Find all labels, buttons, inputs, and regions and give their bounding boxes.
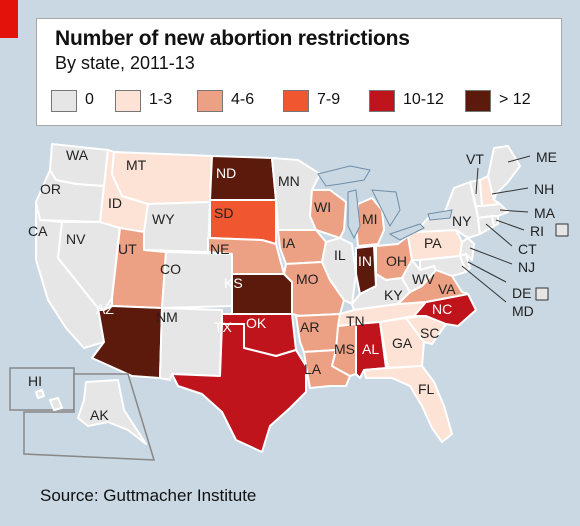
legend-label-1: 1-3 — [149, 91, 173, 108]
label-GA: GA — [392, 335, 413, 351]
legend-swatch-1 — [115, 90, 141, 112]
hawaii-inset-box — [9, 367, 75, 411]
label-MD: MD — [512, 303, 534, 319]
label-NE: NE — [210, 241, 230, 257]
leader-MD — [461, 265, 507, 303]
label-MO: MO — [296, 271, 319, 287]
label-DE: DE — [512, 285, 532, 301]
state-NH — [479, 175, 501, 207]
label-VA: VA — [438, 281, 456, 297]
label-AL: AL — [362, 341, 380, 357]
leader-ME — [507, 155, 531, 163]
legend-swatch-5 — [465, 90, 491, 112]
label-OR: OR — [40, 181, 61, 197]
label-WV: WV — [412, 271, 435, 287]
state-GA — [379, 317, 425, 369]
state-NY — [415, 181, 481, 239]
label-HI: HI — [28, 373, 42, 389]
legend-swatch-2 — [197, 90, 223, 112]
leader-RI — [495, 219, 525, 231]
us-map: WA OR CA NV ID MT WY UT CO AZ NM ND SD N… — [0, 130, 580, 470]
legend-label-0: 0 — [85, 91, 94, 108]
lake-superior — [317, 165, 371, 187]
chart-subtitle: By state, 2011-13 — [55, 53, 195, 73]
legend-label-2: 4-6 — [231, 91, 255, 108]
state-AK — [77, 379, 147, 445]
state-RI — [491, 215, 499, 227]
label-WY: WY — [152, 211, 175, 227]
label-SC: SC — [420, 325, 440, 341]
label-PA: PA — [424, 235, 442, 251]
label-MI: MI — [362, 211, 378, 227]
label-ND: ND — [216, 165, 237, 181]
state-WI — [309, 189, 347, 239]
state-WY — [143, 201, 211, 253]
legend-swatch-0 — [51, 90, 77, 112]
label-CT: CT — [518, 241, 537, 257]
label-TX: TX — [214, 319, 232, 335]
state-NJ — [459, 237, 475, 261]
label-AR: AR — [300, 319, 320, 335]
label-IA: IA — [282, 235, 296, 251]
label-NY: NY — [452, 213, 472, 229]
source-note: Source: Guttmacher Institute — [40, 486, 257, 505]
label-VT: VT — [466, 151, 484, 167]
label-NH: NH — [534, 181, 555, 197]
state-HI-island — [49, 397, 63, 411]
map-svg — [9, 143, 569, 461]
legend-label-3: 7-9 — [317, 91, 341, 108]
legend-swatch-4 — [369, 90, 395, 112]
state-HI — [35, 389, 45, 399]
title-box: Number of new abortion restrictions By s… — [36, 18, 562, 126]
label-AK: AK — [90, 407, 109, 423]
label-UT: UT — [118, 241, 137, 257]
label-MN: MN — [278, 173, 300, 189]
chart-title: Number of new abortion restrictions — [55, 27, 410, 50]
legend-label-5: > 12 — [499, 91, 531, 108]
label-NJ: NJ — [518, 259, 536, 275]
leader-NH — [491, 187, 529, 195]
label-KS: KS — [224, 275, 243, 291]
legend-label-4: 10-12 — [403, 91, 444, 108]
ri-box — [555, 223, 569, 237]
label-MT: MT — [126, 157, 147, 173]
leader-DE — [467, 261, 507, 283]
legend-swatch-3 — [283, 90, 309, 112]
label-FL: FL — [418, 381, 435, 397]
lake-huron — [371, 189, 401, 228]
label-MS: MS — [334, 341, 355, 357]
de-box — [535, 287, 549, 301]
label-OH: OH — [386, 253, 407, 269]
label-SD: SD — [214, 205, 234, 221]
lake-michigan — [347, 189, 361, 240]
label-MA: MA — [534, 205, 555, 221]
accent-bar — [0, 0, 18, 38]
label-CA: CA — [28, 223, 48, 239]
label-AZ: AZ — [96, 301, 114, 317]
label-NM: NM — [156, 309, 178, 325]
leader-NJ — [469, 247, 513, 265]
label-WA: WA — [66, 147, 89, 163]
label-CO: CO — [160, 261, 181, 277]
label-IL: IL — [334, 247, 346, 263]
label-OK: OK — [246, 315, 267, 331]
lake-erie — [388, 223, 425, 241]
leader-VT — [475, 167, 479, 195]
state-FL — [363, 365, 453, 443]
lake-ontario — [427, 209, 453, 221]
label-ID: ID — [108, 195, 122, 211]
state-ME — [487, 145, 521, 201]
label-NV: NV — [66, 231, 86, 247]
label-KY: KY — [384, 287, 403, 303]
label-WI: WI — [314, 199, 332, 215]
label-NC: NC — [432, 301, 453, 317]
label-LA: LA — [304, 361, 322, 377]
leader-CT — [485, 223, 513, 247]
label-ME: ME — [536, 149, 557, 165]
label-IN: IN — [358, 253, 372, 269]
leader-MA — [499, 209, 529, 213]
state-TX — [171, 323, 307, 453]
label-RI: RI — [530, 223, 544, 239]
label-TN: TN — [346, 313, 365, 329]
